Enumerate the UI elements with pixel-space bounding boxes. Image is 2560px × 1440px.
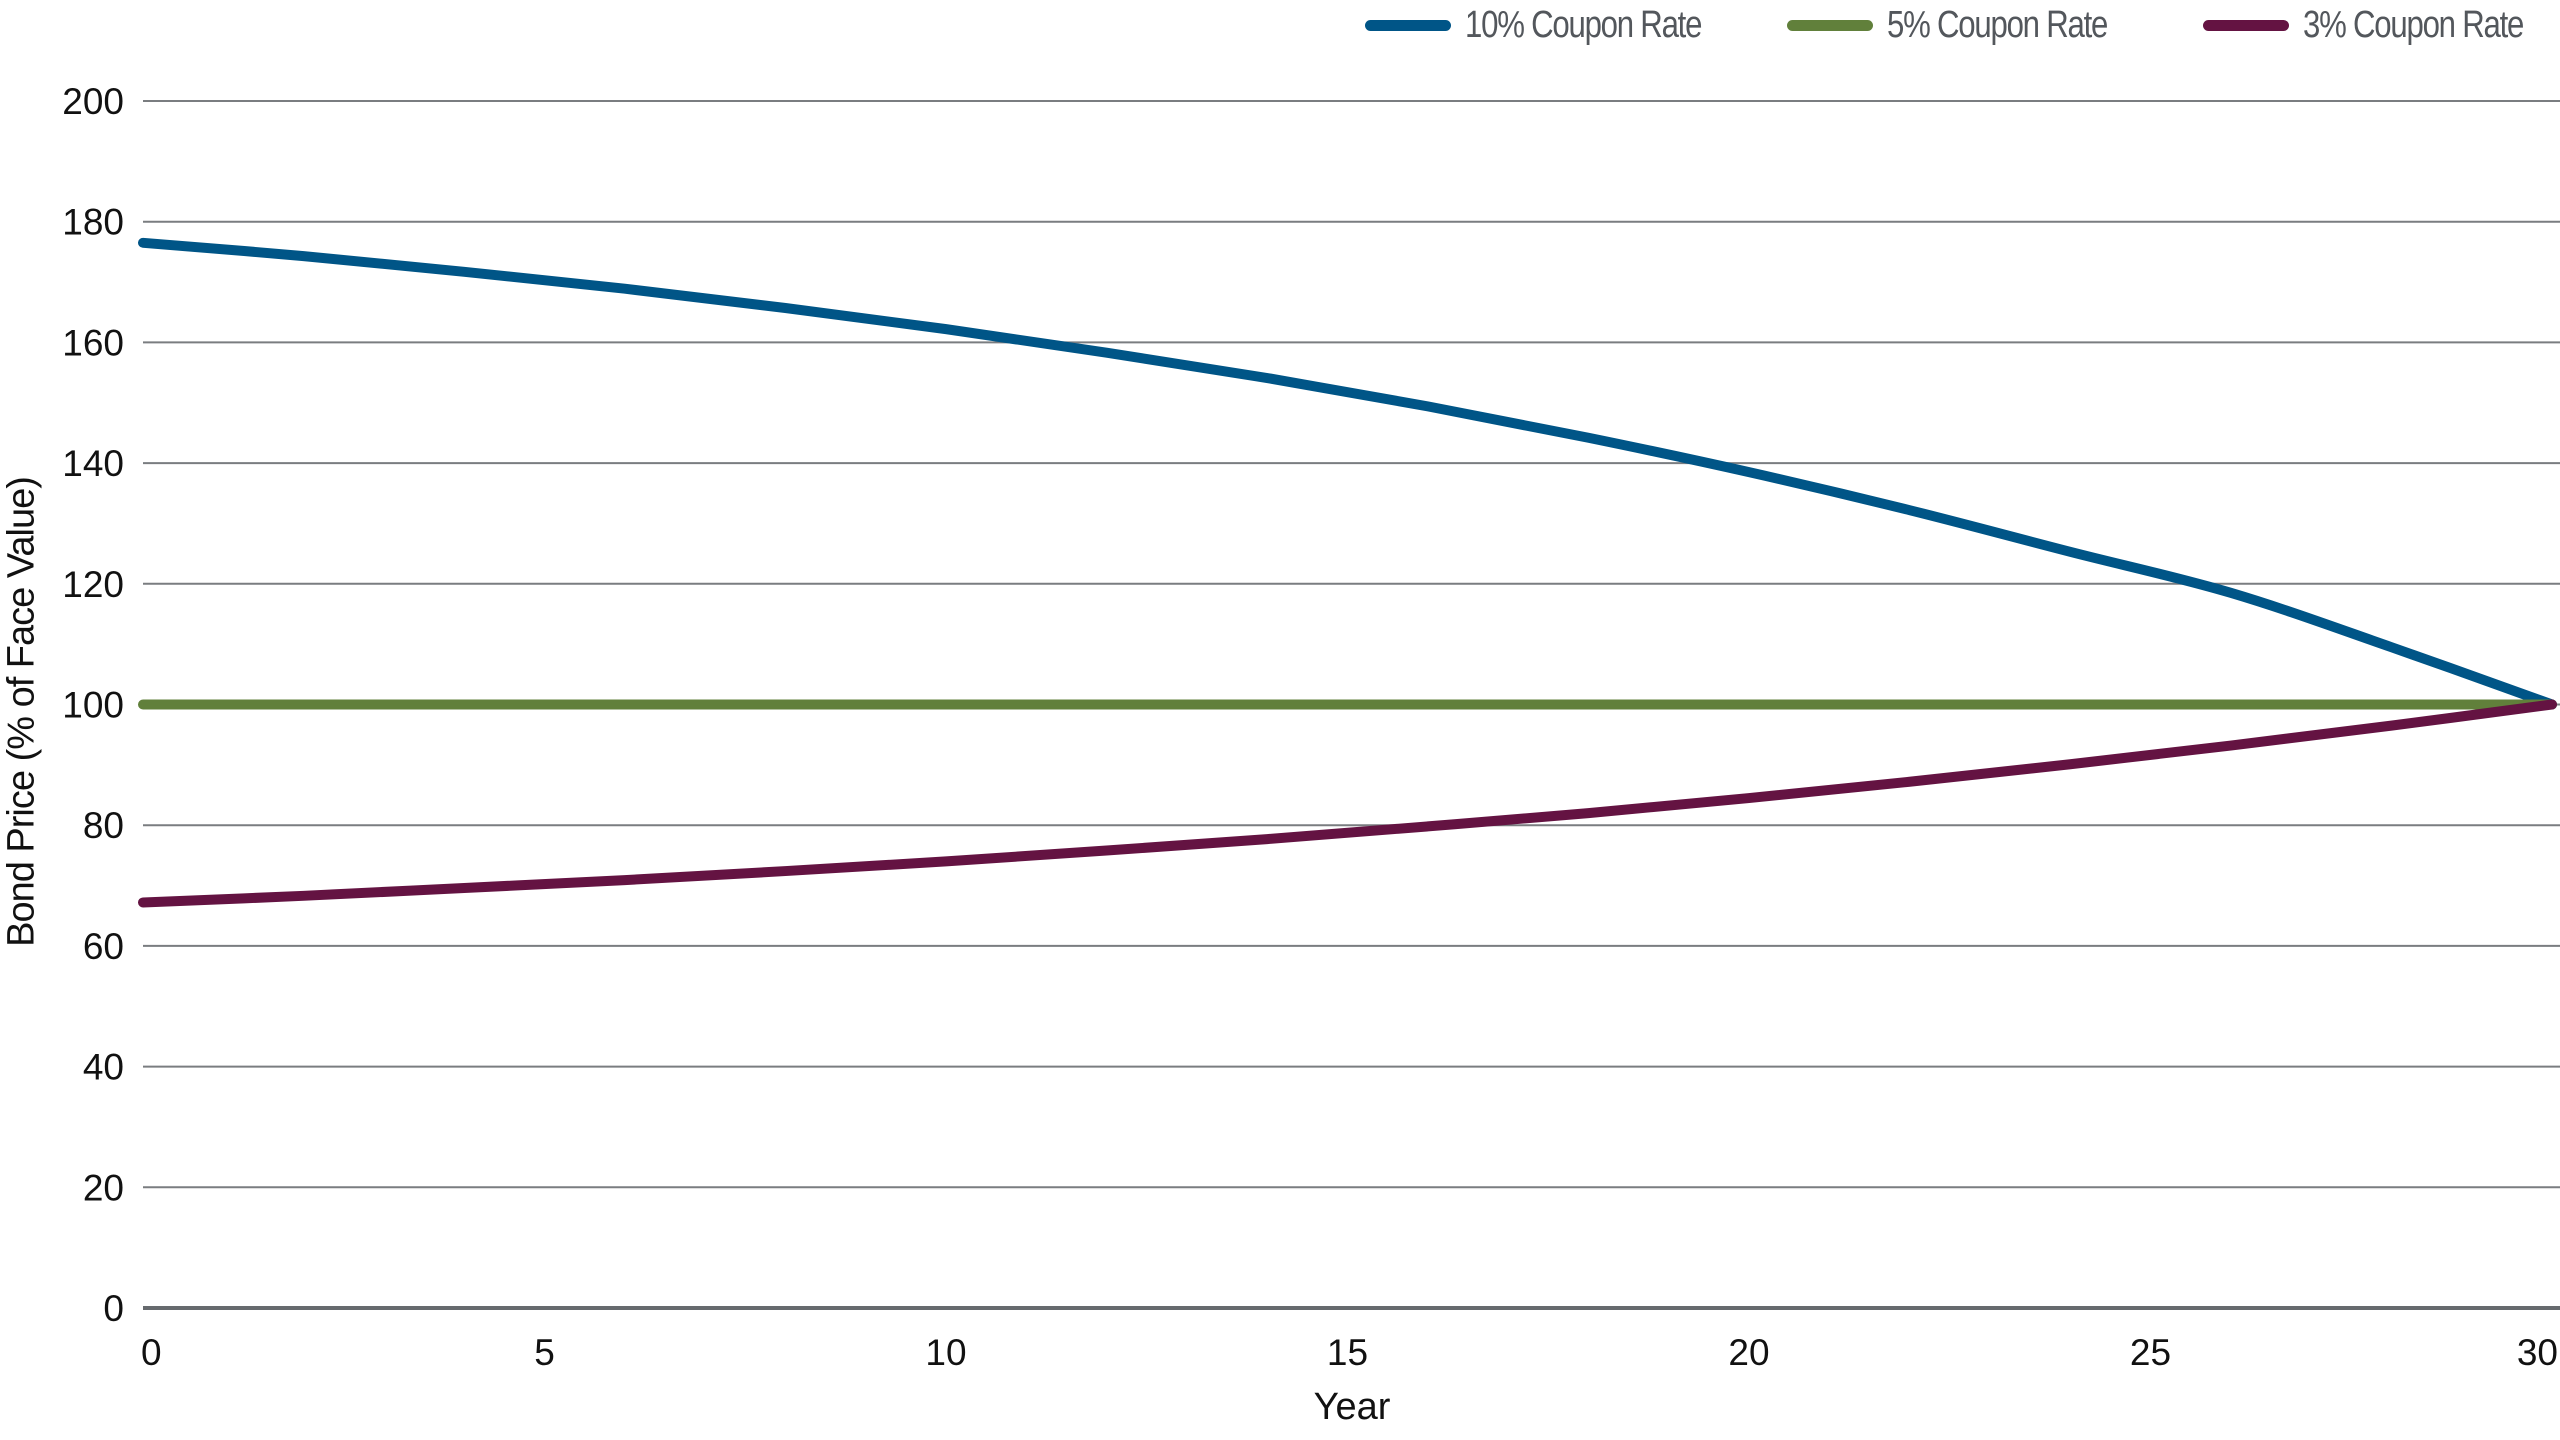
y-tick-label: 80 xyxy=(83,805,124,846)
legend-label-10pct: 10% Coupon Rate xyxy=(1465,3,1702,46)
legend-label-3pct: 3% Coupon Rate xyxy=(2303,3,2524,46)
series-line xyxy=(138,699,2557,908)
y-tick-label: 60 xyxy=(83,926,124,967)
y-tick-label: 140 xyxy=(62,443,124,484)
legend-swatch-3pct xyxy=(2203,19,2289,31)
y-tick-label: 200 xyxy=(62,81,124,122)
legend-item-3pct: 3% Coupon Rate xyxy=(2203,0,2560,50)
x-tick-label: 20 xyxy=(1728,1332,1769,1373)
x-tick-label: 10 xyxy=(925,1332,966,1373)
series-line xyxy=(138,237,2557,710)
y-tick-label: 160 xyxy=(62,322,124,363)
x-tick-label: 0 xyxy=(141,1332,162,1373)
y-tick-label: 180 xyxy=(62,202,124,243)
x-tick-label: 25 xyxy=(2130,1332,2171,1373)
y-tick-label: 0 xyxy=(103,1288,124,1329)
legend-item-5pct: 5% Coupon Rate xyxy=(1787,0,2155,50)
legend-swatch-5pct xyxy=(1787,19,1873,31)
y-tick-label: 40 xyxy=(83,1047,124,1088)
y-tick-label: 100 xyxy=(62,685,124,726)
y-tick-label: 120 xyxy=(62,564,124,605)
x-tick-label: 15 xyxy=(1327,1332,1368,1373)
y-tick-label: 20 xyxy=(83,1167,124,1208)
x-tick-label: 30 xyxy=(2517,1332,2558,1373)
legend-label-5pct: 5% Coupon Rate xyxy=(1887,3,2108,46)
data-series xyxy=(138,237,2557,908)
x-axis-label: Year xyxy=(1313,1386,1391,1428)
x-axis-ticks: 0 5 10 15 20 25 30 xyxy=(141,1332,2558,1373)
legend-item-10pct: 10% Coupon Rate xyxy=(1365,0,1753,50)
y-axis-label: Bond Price (% of Face Value) xyxy=(0,477,43,947)
x-tick-label: 5 xyxy=(534,1332,555,1373)
y-axis-ticks: 0 20 40 60 80 100 120 140 160 180 200 xyxy=(62,81,124,1329)
legend-swatch-10pct xyxy=(1365,19,1451,31)
